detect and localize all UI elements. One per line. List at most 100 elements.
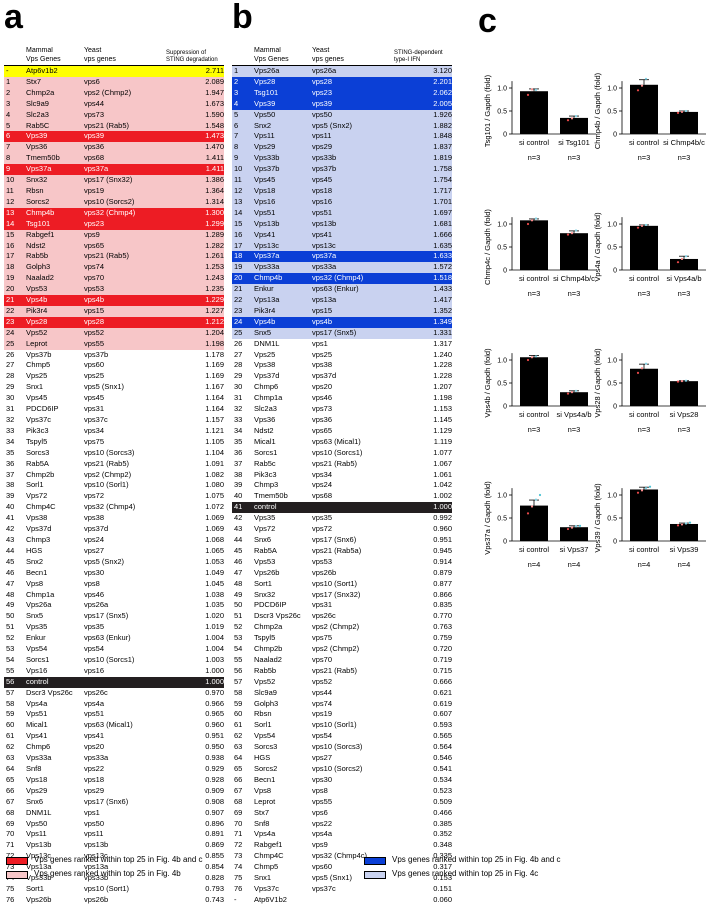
yeast-gene-cell: vps17 (Snx5) bbox=[84, 611, 129, 621]
category-label: si Vps28 bbox=[670, 410, 699, 419]
rank-cell: 17 bbox=[232, 240, 252, 252]
rank-cell: 66 bbox=[234, 774, 243, 784]
rank-cell: 75 bbox=[6, 883, 15, 893]
table-row: 12 Sorcs2 vps10 (Sorcs2) 1.314 bbox=[4, 196, 224, 208]
data-point bbox=[566, 119, 570, 122]
rank-cell: 21 bbox=[4, 295, 24, 306]
score-cell: 0.951 bbox=[433, 534, 452, 544]
legend-label-pink: Vps genes ranked within top 25 in Fig. 4… bbox=[34, 869, 181, 878]
yeast-gene-cell: vps21 (Rab5) bbox=[82, 120, 164, 132]
data-point bbox=[676, 111, 680, 114]
data-point bbox=[644, 77, 648, 80]
mammal-gene-cell: Tsg101 bbox=[252, 87, 310, 99]
mammal-gene-cell: Vps39 bbox=[24, 131, 82, 143]
table-row: 27 Chmp5 vps60 1.169 bbox=[4, 360, 224, 371]
mammal-gene-cell: Vps4a bbox=[26, 698, 48, 708]
bar bbox=[520, 91, 548, 134]
chart-4: 0 0.5 1.0 Vps4b / Gapdh (fold) si control n=3… bbox=[483, 348, 596, 434]
category-label: si control bbox=[519, 274, 549, 283]
mammal-gene-cell: Vps41 bbox=[252, 229, 310, 241]
rank-cell: 41 bbox=[232, 502, 252, 514]
table-row: 6 Snx2 vps5 (Snx2) 1.882 bbox=[232, 120, 452, 132]
rank-cell: 3 bbox=[232, 87, 252, 99]
y-tick-label: 0 bbox=[503, 404, 507, 411]
category-label: si Vps4a/b bbox=[556, 410, 591, 419]
table-row: 4 Slc2a3 vps73 1.590 bbox=[4, 109, 224, 121]
mammal-gene-cell: Vps50 bbox=[26, 818, 48, 828]
table-row: 35 Mical1 vps63 (Mical1) 1.119 bbox=[232, 437, 452, 448]
chart-5: 0 0.5 1.0 Vps28 / Gapdh (fold) si control n=3… bbox=[593, 348, 706, 434]
mammal-gene-cell: Rbsn bbox=[254, 709, 272, 719]
n-label: n=3 bbox=[528, 425, 541, 434]
mammal-gene-cell: Vps36 bbox=[24, 142, 82, 154]
score-cell: 1.411 bbox=[164, 153, 224, 165]
rank-cell: 21 bbox=[232, 284, 252, 296]
category-label: si Vps37 bbox=[560, 545, 589, 554]
yeast-gene-cell: vps11 bbox=[310, 131, 392, 143]
yeast-gene-cell: vps19 bbox=[312, 709, 333, 719]
mammal-gene-cell: control bbox=[24, 676, 82, 688]
rank-cell: 73 bbox=[6, 862, 15, 872]
mammal-gene-cell: Mical1 bbox=[26, 720, 48, 730]
score-cell: 0.907 bbox=[205, 807, 224, 817]
yeast-gene-cell: vps63 (Mical1) bbox=[84, 720, 133, 730]
yeast-gene-cell: vps35 bbox=[84, 622, 105, 632]
data-point bbox=[566, 233, 570, 236]
table-row: 5 Vps50 vps50 1.926 bbox=[232, 109, 452, 121]
yeast-gene-cell: vps2 (Chmp2) bbox=[312, 644, 360, 654]
score-cell: 1.417 bbox=[392, 295, 452, 306]
data-point bbox=[526, 512, 530, 515]
mammal-gene-cell: Rab5A bbox=[254, 545, 277, 555]
mammal-gene-cell: Vps35 bbox=[26, 622, 48, 632]
category-label: si control bbox=[629, 274, 659, 283]
header-mammal-sub: Vps Genes bbox=[252, 56, 310, 66]
score-cell: 1.045 bbox=[205, 578, 224, 588]
table-row: 9 Vps33b vps33b 1.819 bbox=[232, 153, 452, 165]
table-row: 26 Vps37b vps37b 1.178 bbox=[4, 350, 224, 361]
data-point bbox=[640, 84, 644, 87]
mammal-gene-cell: Vps54 bbox=[26, 644, 48, 654]
mammal-gene-cell: Vps11 bbox=[26, 829, 47, 839]
score-cell: 1.717 bbox=[392, 185, 452, 197]
yeast-gene-cell: vps1 bbox=[312, 338, 328, 348]
table-row: 19 Vps33a vps33a 1.572 bbox=[232, 262, 452, 274]
score-cell: 1.164 bbox=[205, 393, 224, 403]
yeast-gene-cell: vps34 bbox=[84, 425, 105, 435]
data-point bbox=[648, 485, 652, 488]
rank-cell: 39 bbox=[6, 491, 15, 501]
table-row: - Atp6V1b2 0.060 bbox=[232, 895, 452, 906]
table-row: 59 Vps51 vps51 0.965 bbox=[4, 709, 224, 720]
table-row: 12 Vps18 vps18 1.717 bbox=[232, 185, 452, 197]
rank-cell: 27 bbox=[6, 360, 15, 370]
data-point bbox=[636, 371, 640, 374]
mammal-gene-cell: Slc2a3 bbox=[24, 109, 82, 121]
score-cell: 0.866 bbox=[433, 589, 452, 599]
yeast-gene-cell: vps37d bbox=[312, 371, 337, 381]
score-cell: 1.069 bbox=[205, 524, 224, 534]
n-label: n=4 bbox=[678, 560, 691, 569]
mammal-gene-cell: Snf8 bbox=[254, 818, 270, 828]
mammal-gene-cell: Snx32 bbox=[24, 175, 82, 186]
yeast-gene-cell: vps33b bbox=[84, 873, 109, 883]
rank-cell: 69 bbox=[6, 818, 15, 828]
yeast-gene-cell: vps27 bbox=[312, 753, 333, 763]
rank-cell: 71 bbox=[234, 829, 243, 839]
rank-cell: 5 bbox=[232, 109, 252, 121]
mammal-gene-cell: Vps45 bbox=[26, 393, 48, 403]
yeast-gene-cell: vps45 bbox=[84, 393, 105, 403]
rank-cell: 39 bbox=[234, 480, 243, 490]
yeast-gene-cell: vps53 bbox=[82, 284, 164, 296]
rank-cell: 44 bbox=[6, 545, 15, 555]
mammal-gene-cell: Stx7 bbox=[254, 807, 270, 817]
table-row: 41 Vps38 vps38 1.069 bbox=[4, 513, 224, 524]
score-cell: 0.151 bbox=[433, 883, 452, 893]
table-row: 31 Chmp1a vps46 1.198 bbox=[232, 393, 452, 404]
score-cell: 1.082 bbox=[205, 469, 224, 479]
table-row: 66 Vps29 vps29 0.909 bbox=[4, 786, 224, 797]
yeast-gene-cell: vps74 bbox=[312, 698, 333, 708]
table-row: 70 Snf8 vps22 0.385 bbox=[232, 819, 452, 830]
mammal-gene-cell: Vps50 bbox=[252, 109, 310, 121]
score-cell: 1.019 bbox=[205, 622, 224, 632]
score-cell: 1.075 bbox=[205, 491, 224, 501]
rank-cell: 63 bbox=[6, 753, 15, 763]
